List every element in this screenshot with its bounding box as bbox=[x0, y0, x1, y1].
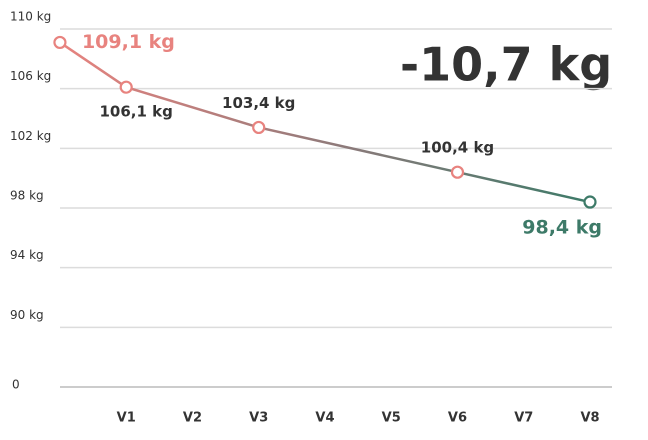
x-tick-label: V6 bbox=[448, 411, 467, 426]
y-tick-label: 106 kg bbox=[10, 69, 51, 83]
x-tick-label: V4 bbox=[315, 411, 334, 426]
point bbox=[450, 165, 465, 179]
y-tick-label: 98 kg bbox=[10, 189, 44, 203]
value-label: 98,4 kg bbox=[522, 217, 602, 239]
value-label: 106,1 kg bbox=[100, 103, 173, 121]
point bbox=[252, 120, 266, 135]
y-baseline-label: 0 bbox=[12, 378, 20, 392]
y-tick-label: 90 kg bbox=[10, 308, 44, 322]
point bbox=[53, 35, 67, 50]
y-tick-label: 102 kg bbox=[10, 129, 51, 143]
x-tick-label: V1 bbox=[117, 411, 136, 426]
weight-change: -10,7 kg bbox=[400, 38, 612, 92]
point bbox=[119, 80, 133, 94]
x-tick-label: V7 bbox=[514, 411, 533, 426]
value-label: 103,4 kg bbox=[222, 94, 295, 112]
point bbox=[583, 195, 597, 209]
y-tick-label: 94 kg bbox=[10, 248, 44, 262]
x-tick-label: V2 bbox=[183, 411, 202, 426]
x-tick-label: V5 bbox=[382, 411, 401, 426]
value-label: 109,1 kg bbox=[82, 31, 175, 53]
x-tick-label: V3 bbox=[249, 411, 268, 426]
value-label: 100,4 kg bbox=[421, 139, 494, 157]
x-tick-label: V8 bbox=[580, 411, 599, 426]
y-tick-label: 110 kg bbox=[10, 10, 51, 24]
